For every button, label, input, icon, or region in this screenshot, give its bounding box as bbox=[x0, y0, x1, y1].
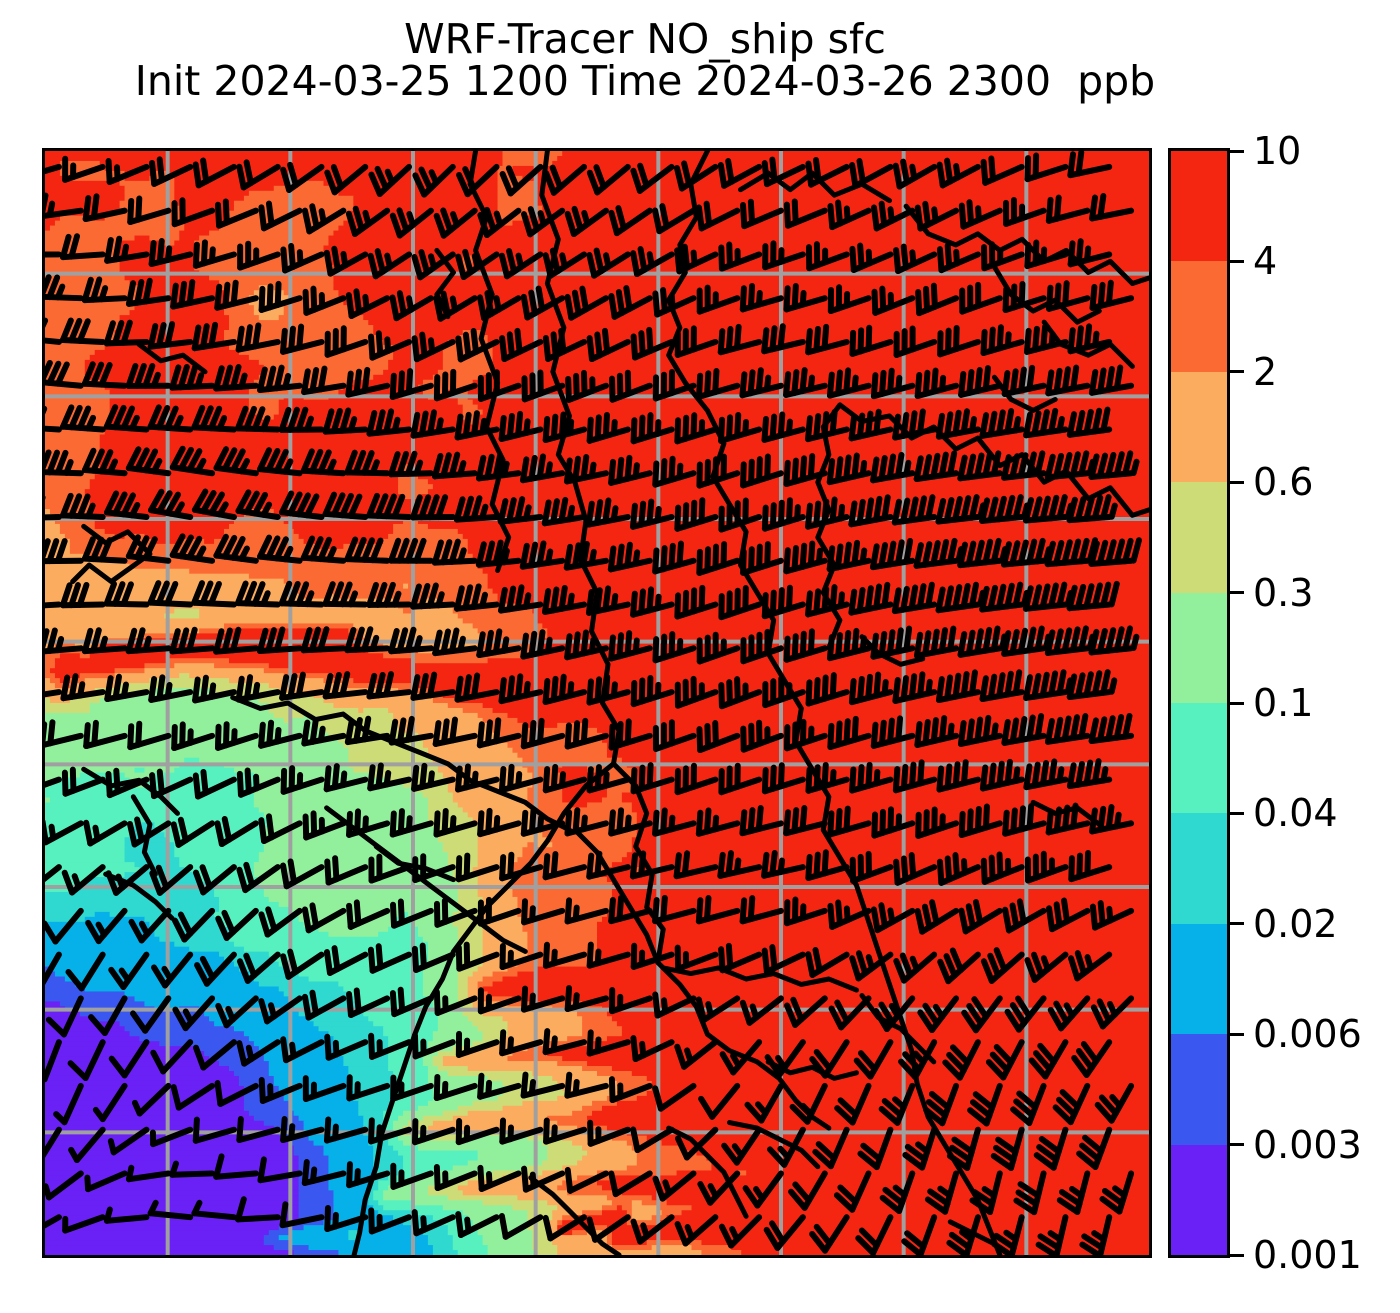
colorbar-band-4 bbox=[1171, 592, 1227, 703]
tick-mark-icon bbox=[1230, 701, 1244, 705]
wind-barb-layer bbox=[45, 151, 1142, 1255]
colorbar-band-3 bbox=[1171, 482, 1227, 593]
tick-mark-icon bbox=[1230, 922, 1244, 926]
colorbar-band-1 bbox=[1171, 261, 1227, 372]
title-line-2: Init 2024-03-25 1200 Time 2024-03-26 230… bbox=[134, 57, 1156, 106]
colorbar[interactable] bbox=[1168, 148, 1230, 1258]
tick-mark-icon bbox=[1230, 149, 1244, 153]
map-plot-area[interactable] bbox=[42, 148, 1152, 1258]
colorbar-band-7 bbox=[1171, 923, 1227, 1035]
chart-title: WRF-Tracer NO_ship sfc Init 2024-03-25 1… bbox=[0, 0, 1290, 106]
colorbar-band-6 bbox=[1171, 813, 1227, 924]
colorbar-tick-label: 0.02 bbox=[1253, 901, 1338, 946]
colorbar-ticks: 10 4 2 0.6 0.3 0.1 0.04 0.02 0.006 0.003 0.001 bbox=[1230, 132, 1396, 1274]
tick-mark-icon bbox=[1230, 591, 1244, 595]
tick-mark-icon bbox=[1230, 1143, 1244, 1147]
tick-mark-icon bbox=[1230, 480, 1244, 484]
tick-mark-icon bbox=[1230, 811, 1244, 815]
colorbar-tick-label: 10 bbox=[1253, 129, 1302, 173]
tick-mark-icon bbox=[1230, 1253, 1244, 1257]
tick-mark-icon bbox=[1230, 259, 1244, 263]
colorbar-tick-label: 4 bbox=[1253, 239, 1278, 284]
title-line-1: WRF-Tracer NO_ship sfc bbox=[404, 15, 886, 63]
tick-mark-icon bbox=[1230, 1032, 1244, 1036]
colorbar-band-9 bbox=[1171, 1144, 1227, 1255]
colorbar-tick-label: 0.6 bbox=[1253, 460, 1314, 505]
tick-mark-icon bbox=[1230, 370, 1244, 374]
colorbar-tick-label: 0.003 bbox=[1253, 1122, 1362, 1167]
colorbar-band-0 bbox=[1171, 151, 1227, 262]
colorbar-tick-label: 0.001 bbox=[1253, 1233, 1362, 1277]
colorbar-tick-label: 0.3 bbox=[1253, 570, 1314, 615]
colorbar-tick-label: 0.006 bbox=[1253, 1012, 1362, 1057]
colorbar-tick-label: 0.04 bbox=[1253, 791, 1338, 836]
colorbar-band-8 bbox=[1171, 1034, 1227, 1145]
colorbar-band-2 bbox=[1171, 371, 1227, 483]
colorbar-tick-label: 2 bbox=[1253, 349, 1278, 394]
colorbar-band-5 bbox=[1171, 702, 1227, 814]
colorbar-tick-label: 0.1 bbox=[1253, 681, 1314, 725]
